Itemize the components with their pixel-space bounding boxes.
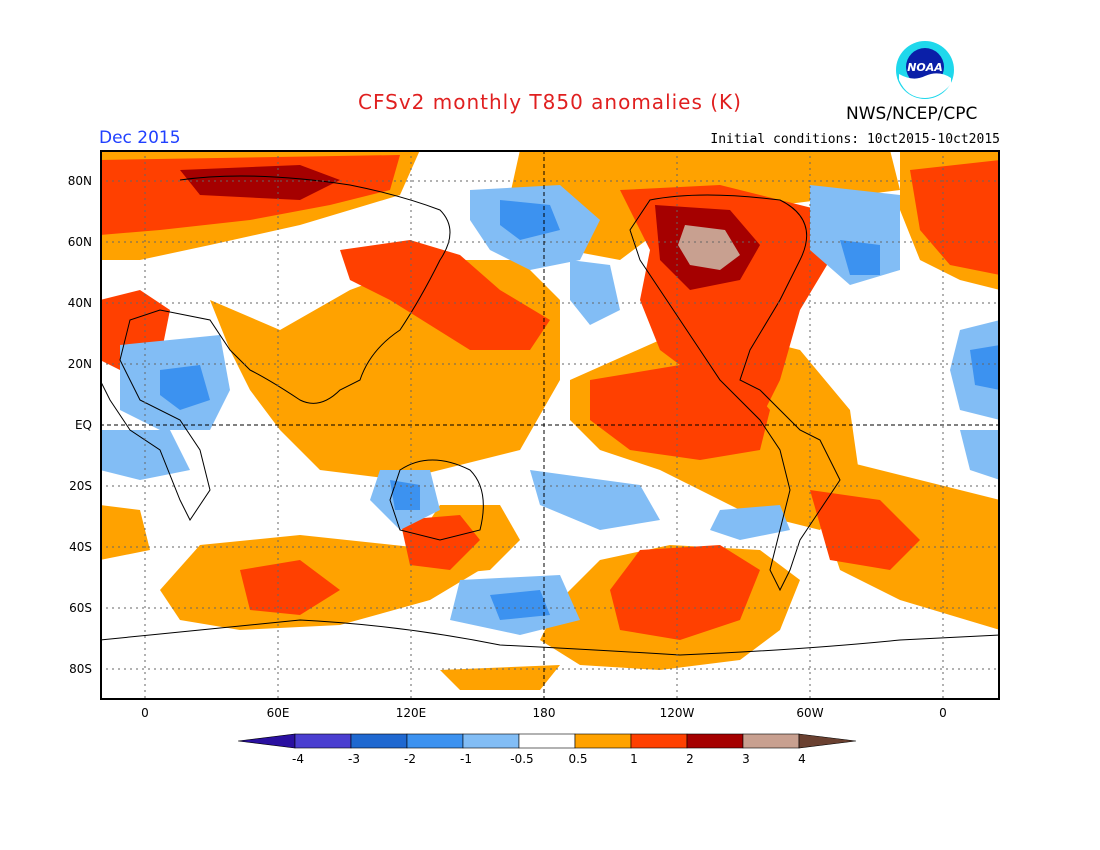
lon-label-120w: 120W <box>659 706 695 720</box>
lon-label-120e: 120E <box>395 706 427 720</box>
equator-dateline <box>100 150 1000 700</box>
colorbar-cell <box>462 733 520 749</box>
forecast-period: Dec 2015 <box>99 128 181 148</box>
colorbar-label: -3 <box>348 752 360 766</box>
colorbar-cell <box>406 733 464 749</box>
lat-label-eq: EQ <box>74 418 92 432</box>
lon-label-60w: 60W <box>796 706 824 720</box>
colorbar-label: -0.5 <box>510 752 534 766</box>
colorbar-cell <box>518 733 576 749</box>
coastlines <box>100 175 1000 656</box>
lon-label-180: 180 <box>532 706 556 720</box>
lat-label-60s: 60S <box>69 601 92 615</box>
colorbar-label: 2 <box>686 752 694 766</box>
colorbar-cell <box>574 733 632 749</box>
colorbar-label: 4 <box>798 752 806 766</box>
colorbar-label: -4 <box>292 752 304 766</box>
colorbar-cell <box>742 733 800 749</box>
graticule <box>100 150 1000 700</box>
map-frame <box>100 150 1000 700</box>
colorbar-label: -2 <box>404 752 416 766</box>
lat-label-20s: 20S <box>69 479 92 493</box>
colorbar-label: 3 <box>742 752 750 766</box>
colorbar-cell <box>798 733 857 749</box>
colorbar <box>238 733 857 749</box>
lon-label-0: 0 <box>141 706 149 720</box>
colorbar-cell <box>238 733 296 749</box>
colorbar-cell <box>686 733 744 749</box>
lon-label-0-right: 0 <box>939 706 947 720</box>
mid-blue-anomaly-layer <box>160 200 1000 620</box>
colorbar-cell <box>294 733 352 749</box>
initial-conditions: Initial conditions: 10ct2015-10ct2015 <box>710 132 1000 147</box>
blue-anomaly-layer <box>100 185 1000 635</box>
brown-anomaly-layer <box>678 225 740 270</box>
lat-label-40n: 40N <box>67 296 92 310</box>
map-title: CFSv2 monthly T850 anomalies (K) <box>358 90 742 114</box>
lat-label-80s: 80S <box>69 662 92 676</box>
colorbar-label: 0.5 <box>568 752 588 766</box>
colorbar-label: 1 <box>630 752 638 766</box>
noaa-logo-text: NOAA <box>907 61 943 74</box>
colorbar-cell <box>630 733 688 749</box>
colorbar-cells <box>238 733 857 749</box>
colorbar-cell <box>350 733 408 749</box>
organization-label: NWS/NCEP/CPC <box>846 104 978 124</box>
lat-label-40s: 40S <box>69 540 92 554</box>
anomaly-map <box>100 150 1000 700</box>
colorbar-label: -1 <box>460 752 472 766</box>
noaa-logo-icon: NOAA <box>896 41 954 99</box>
lon-label-60e: 60E <box>266 706 290 720</box>
lat-label-20n: 20N <box>67 357 92 371</box>
lat-label-60n: 60N <box>67 235 92 249</box>
lat-label-80n: 80N <box>67 174 92 188</box>
